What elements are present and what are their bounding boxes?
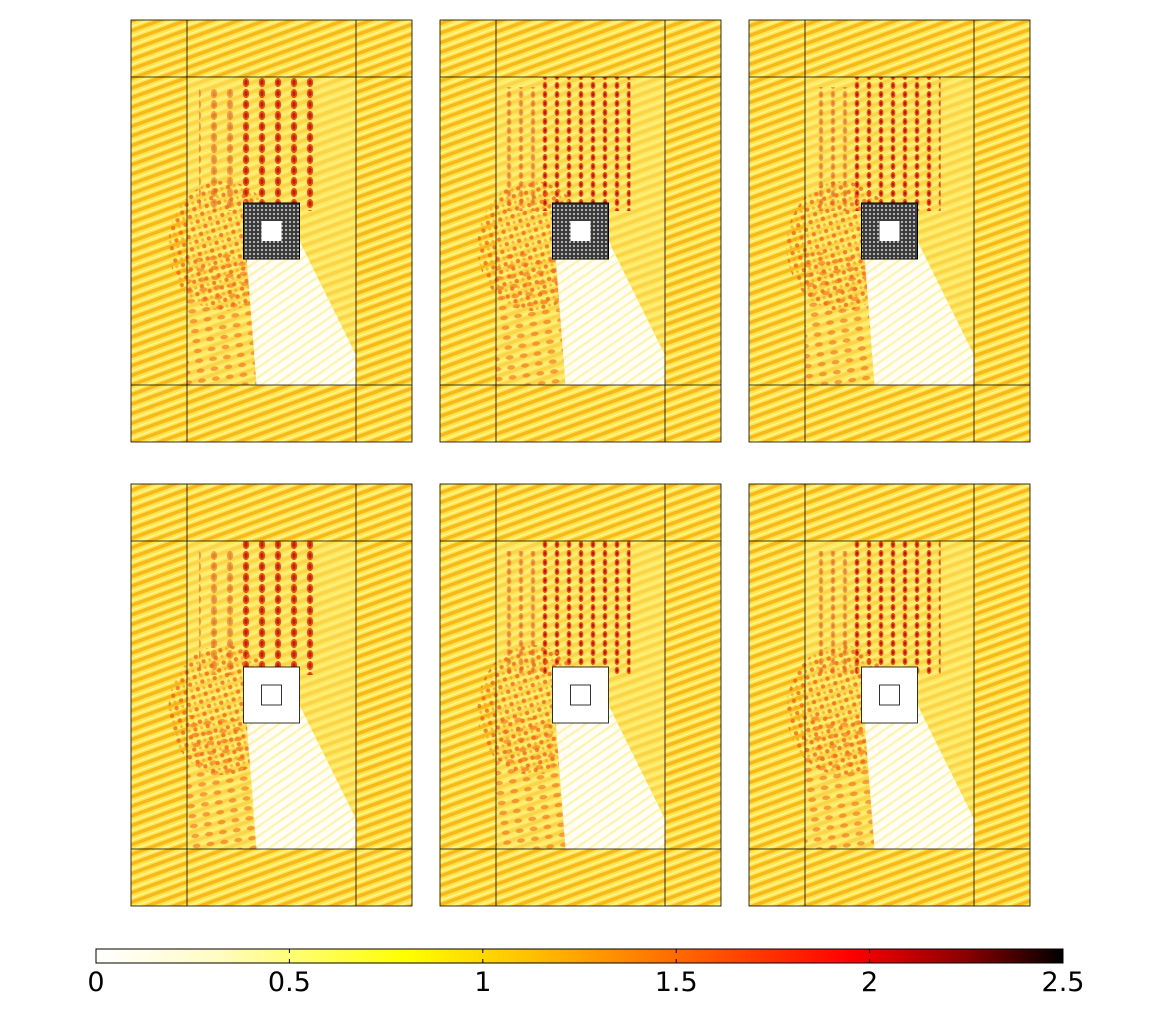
colorbar-ticks: 0 0.5 1 1.5 2 2.5 — [87, 949, 1084, 998]
shadow-region — [555, 705, 665, 849]
scatter-streaks — [805, 251, 885, 385]
shadow-region — [864, 705, 974, 849]
cloaked-core — [879, 684, 900, 706]
field-panel-bottom-right — [748, 483, 1031, 907]
scatter-streaks — [496, 715, 576, 849]
cloaked-core — [570, 684, 591, 706]
shadow-region — [555, 241, 665, 385]
shadow-region — [246, 241, 356, 385]
colorbar-tick-label: 1.5 — [655, 967, 698, 998]
field-panel-top-middle — [439, 19, 722, 443]
field-panel-bottom-middle — [439, 483, 722, 907]
cloaked-core — [261, 684, 282, 706]
scatter-streaks — [805, 715, 885, 849]
scatter-streaks — [187, 251, 267, 385]
colorbar-tick-label: 0 — [87, 967, 104, 998]
shadow-region — [246, 705, 356, 849]
colorbar-tick-label: 2.5 — [1042, 967, 1085, 998]
cloak-shell — [243, 202, 300, 260]
shadow-region — [864, 241, 974, 385]
scatter-streaks — [187, 715, 267, 849]
field-panels — [130, 19, 1031, 907]
cloaked-core — [879, 221, 900, 241]
colorbar: 0 0.5 1 1.5 2 2.5 — [87, 948, 1084, 998]
field-panel-top-left — [130, 19, 413, 443]
field-panel-bottom-left — [130, 483, 413, 907]
cloaked-core — [261, 221, 282, 241]
cloaked-core — [570, 221, 591, 241]
scatter-streaks — [496, 251, 576, 385]
colorbar-gradient — [95, 948, 1064, 964]
field-panel-top-right — [748, 19, 1031, 443]
colorbar-tick-label: 0.5 — [268, 967, 311, 998]
colorbar-tick-label: 1 — [474, 967, 491, 998]
colorbar-tick-label: 2 — [861, 967, 878, 998]
